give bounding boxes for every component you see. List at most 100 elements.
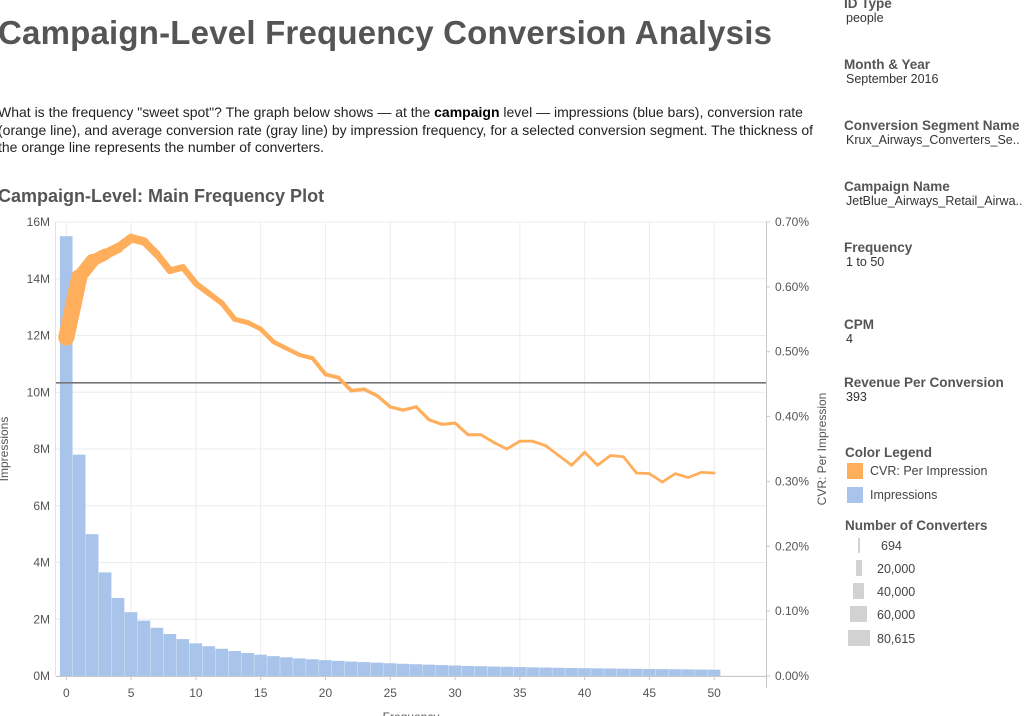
- y2-axis-title: CVR: Per Impression: [815, 393, 829, 506]
- impression-bar: [176, 639, 190, 676]
- x-tick-label: 20: [319, 686, 333, 700]
- filter-label: Conversion Segment Name: [844, 118, 1020, 133]
- impression-bar: [228, 651, 241, 676]
- cvr-line-segment: [310, 356, 328, 377]
- y2-tick-label: 0.30%: [775, 474, 809, 488]
- filter-month-year[interactable]: Month & Year September 2016: [844, 57, 938, 86]
- converters-legend-label: 40,000: [877, 585, 916, 599]
- legend-swatch-impressions: [847, 487, 863, 503]
- filter-id-type[interactable]: ID Type people: [844, 0, 892, 25]
- cvr-line-segment: [427, 418, 444, 426]
- impression-bar: [137, 620, 151, 676]
- impression-bar: [280, 657, 293, 676]
- impression-bar: [215, 648, 229, 676]
- filter-value: JetBlue_Airways_Retail_Airwa..: [846, 194, 1023, 208]
- page-title: Campaign-Level Frequency Conversion Anal…: [0, 14, 773, 51]
- cvr-line-segment: [219, 300, 238, 322]
- filter-campaign-name[interactable]: Campaign Name JetBlue_Airways_Retail_Air…: [844, 179, 1022, 208]
- cvr-line-segment: [453, 421, 470, 437]
- cvr-line-segment: [596, 454, 612, 467]
- cvr-line-segment: [179, 264, 200, 287]
- impression-bar: [383, 663, 397, 676]
- y-tick-label: 14M: [27, 272, 50, 286]
- y-tick-label: 4M: [33, 556, 50, 570]
- impression-bar: [617, 668, 630, 676]
- converters-legend-item: 60,000: [844, 606, 1024, 626]
- legend-item-impressions[interactable]: Impressions: [847, 487, 937, 503]
- filter-value: people: [846, 11, 884, 25]
- impression-bar: [668, 669, 682, 676]
- impression-bar: [707, 669, 721, 676]
- y-tick-label: 8M: [33, 442, 50, 456]
- x-tick-label: 45: [643, 686, 657, 700]
- impression-bar: [111, 597, 125, 676]
- impression-bar: [331, 660, 345, 676]
- cvr-line-segment: [271, 339, 289, 351]
- filter-label: Campaign Name: [844, 179, 950, 194]
- y-tick-label: 16M: [27, 215, 50, 229]
- impression-bar: [461, 665, 475, 676]
- impression-bar: [267, 656, 280, 676]
- cvr-line-segment: [388, 405, 405, 412]
- filter-value: 393: [846, 390, 867, 404]
- converters-size-marker: [858, 538, 860, 553]
- impression-bar: [629, 668, 643, 676]
- cvr-line-segment: [583, 450, 599, 467]
- converters-legend-title: Number of Converters: [845, 518, 988, 533]
- filter-conversion-segment[interactable]: Conversion Segment Name Krux_Airways_Con…: [844, 118, 1020, 147]
- y-tick-label: 6M: [33, 499, 50, 513]
- converters-legend-item: 20,000: [844, 560, 1024, 580]
- impression-bar: [370, 662, 384, 676]
- y2-tick-label: 0.00%: [775, 669, 809, 683]
- impression-bar: [241, 653, 254, 676]
- impression-bar: [422, 664, 436, 676]
- cvr-line-segment: [479, 433, 496, 444]
- cvr-line-segment: [699, 471, 716, 475]
- filter-cpm[interactable]: CPM 4: [844, 317, 874, 346]
- description-emphasis: campaign: [434, 104, 500, 120]
- filter-label: Month & Year: [844, 57, 931, 72]
- legend-swatch-cvr: [847, 463, 863, 479]
- plot-title: Campaign-Level: Main Frequency Plot: [0, 186, 325, 206]
- frequency-plot[interactable]: 0M 2M 4M 6M 8M 10M 12M 14M 16M 0.00% 0.10% 0.20% 0.3…: [0, 210, 835, 716]
- impression-bar: [85, 534, 99, 676]
- impression-bar: [552, 667, 565, 676]
- impression-bar: [124, 612, 138, 676]
- impression-bar: [578, 668, 591, 676]
- impression-bar: [163, 634, 177, 676]
- converters-legend-label: 60,000: [877, 608, 916, 622]
- y2-tick-label: 0.60%: [775, 280, 809, 294]
- cvr-line-segment: [258, 326, 276, 345]
- page-description: What is the frequency "sweet spot"? The …: [0, 104, 818, 157]
- impression-bar: [500, 666, 514, 676]
- cvr-line-segment: [505, 439, 522, 451]
- y-tick-label: 0M: [33, 669, 50, 683]
- impression-bar: [655, 669, 669, 676]
- impression-bar: [293, 658, 306, 676]
- impression-bar: [59, 236, 73, 676]
- x-tick-label: 0: [63, 686, 70, 700]
- cvr-line-segment: [323, 372, 341, 380]
- y-tick-label: 2M: [33, 612, 50, 626]
- cvr-line-segment: [648, 472, 664, 484]
- impression-bar: [448, 665, 462, 676]
- cvr-line-segment: [440, 421, 457, 426]
- filter-revenue-per-conversion[interactable]: Revenue Per Conversion 393: [844, 375, 1004, 404]
- y-axis-title: Impressions: [0, 417, 11, 482]
- cvr-line-segment: [414, 405, 431, 422]
- impression-bar: [474, 666, 488, 676]
- filter-value: Krux_Airways_Converters_Se..: [846, 133, 1020, 147]
- filter-label: CPM: [844, 317, 874, 332]
- cvr-line-segment: [58, 269, 88, 346]
- impression-bar: [98, 572, 112, 676]
- impression-bar: [513, 667, 527, 676]
- converters-size-marker: [853, 583, 864, 599]
- legend-label: CVR: Per Impression: [870, 464, 988, 478]
- filter-label: ID Type: [844, 0, 892, 11]
- legend-item-cvr[interactable]: CVR: Per Impression: [847, 463, 987, 479]
- filter-value: September 2016: [846, 72, 939, 86]
- impression-bar: [396, 663, 410, 676]
- impression-bar: [319, 660, 332, 676]
- filter-frequency[interactable]: Frequency 1 to 50: [844, 240, 912, 269]
- cvr-line-segment: [635, 471, 651, 476]
